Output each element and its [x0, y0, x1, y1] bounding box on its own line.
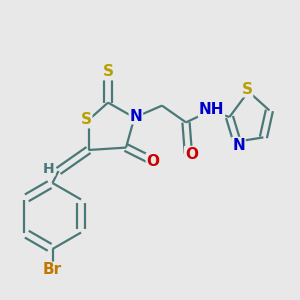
Text: O: O — [185, 147, 198, 162]
Text: H: H — [43, 162, 55, 176]
Text: S: S — [103, 64, 113, 80]
Text: NH: NH — [199, 102, 224, 117]
Text: N: N — [130, 109, 142, 124]
Text: N: N — [232, 138, 245, 153]
Text: Br: Br — [43, 262, 62, 278]
Text: S: S — [242, 82, 252, 97]
Text: S: S — [81, 112, 92, 128]
Text: O: O — [146, 154, 160, 169]
